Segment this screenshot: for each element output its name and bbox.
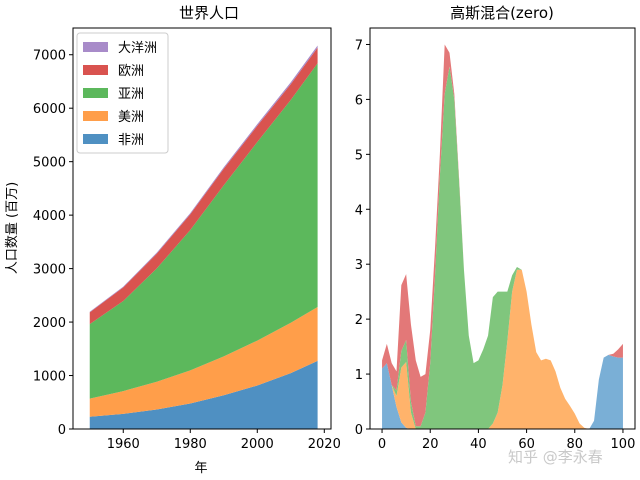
world-population-chart: 世界人口 1960 1980 2000 2020 0 1000 2000 3000 4000 5… [5,4,341,476]
left-y-tick-label: 7000 [33,49,66,64]
right-area-2 [382,269,623,429]
right-y-tick-label: 4 [355,203,363,218]
legend-swatch-欧洲 [83,65,108,75]
left-y-tick-label: 2000 [33,316,66,331]
right-y-tick-label: 3 [355,258,363,273]
left-y-tick-label: 1000 [33,370,66,385]
right-y-tick-label: 6 [355,93,363,108]
left-x-tick-label: 1980 [174,437,207,452]
right-chart-frame [369,27,636,430]
right-x-ticks: 0 20 40 60 80 100 [378,429,635,452]
right-chart-areas [382,44,623,429]
right-chart-title: 高斯混合(zero) [450,4,554,22]
legend-swatch-非洲 [83,134,108,144]
left-chart-frame [72,27,332,430]
right-area-1 [382,354,623,429]
legend-label-美洲: 美洲 [118,110,144,125]
left-y-tick-label: 6000 [33,102,66,117]
legend-label-亚洲: 亚洲 [118,87,144,102]
right-x-tick-label: 0 [378,437,386,452]
left-y-tick-label: 4000 [33,209,66,224]
legend-frame [76,32,169,154]
gaussian-mix-chart: 高斯混合(zero) 0 20 40 60 80 100 0 1 2 3 4 5 6 7 [355,4,636,452]
right-area-3 [382,66,623,429]
legend-swatch-美洲 [83,111,108,121]
right-y-tick-label: 2 [355,313,363,328]
right-y-tick-label: 1 [355,368,363,383]
area-亚洲 [89,63,318,399]
left-y-tick-label: 3000 [33,263,66,278]
right-x-tick-label: 100 [611,437,636,452]
left-y-tick-label: 0 [58,423,66,438]
left-y-axis-label: 人口数量 (百万) [5,182,20,274]
legend-swatch-亚洲 [83,88,108,98]
legend-label-欧洲: 欧洲 [118,64,144,79]
left-x-tick-label: 2000 [241,437,274,452]
left-x-ticks: 1960 1980 2000 2020 [107,429,341,452]
right-y-ticks: 0 1 2 3 4 5 6 7 [355,38,370,438]
legend-label-大洋洲: 大洋洲 [118,41,157,56]
right-y-tick-label: 5 [355,148,363,163]
right-y-tick-label: 7 [355,38,363,53]
right-x-tick-label: 20 [422,437,439,452]
left-x-tick-label: 1960 [107,437,140,452]
right-x-tick-label: 40 [470,437,487,452]
area-美洲 [89,307,318,417]
legend-label-非洲: 非洲 [118,133,144,148]
legend-swatch-大洋洲 [83,42,108,52]
left-x-tick-label: 2020 [308,437,341,452]
left-chart-areas [89,45,318,429]
watermark-text: 知乎 @李永春 [508,448,603,466]
area-欧洲 [89,47,318,325]
right-x-tick-label: 60 [518,437,535,452]
left-y-ticks: 0 1000 2000 3000 4000 5000 6000 7000 [33,49,73,438]
left-x-axis-label: 年 [194,461,207,476]
right-x-tick-label: 80 [566,437,583,452]
area-非洲 [89,360,318,429]
right-y-tick-label: 0 [355,423,363,438]
left-y-tick-label: 5000 [33,156,66,171]
left-chart-title: 世界人口 [179,4,239,22]
